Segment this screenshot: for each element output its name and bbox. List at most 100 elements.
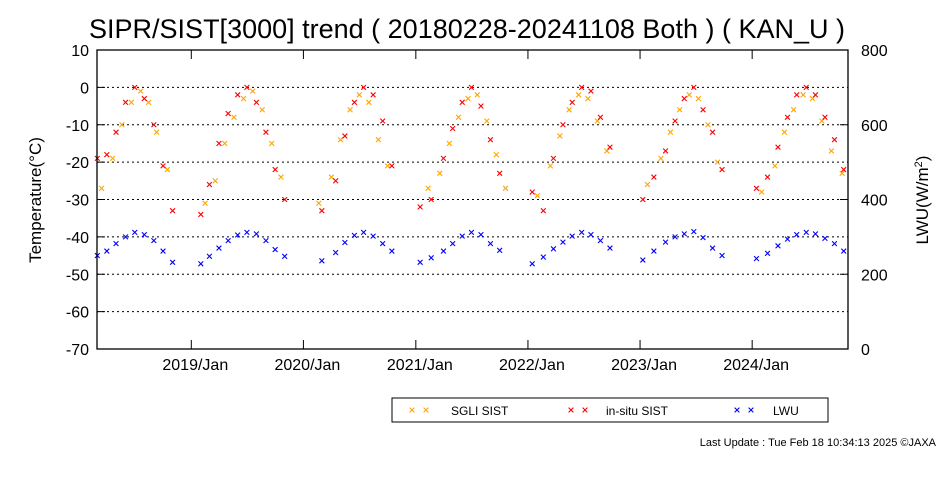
point-sgli-sist <box>658 155 664 162</box>
point-sgli-sist <box>425 185 431 192</box>
point-lwu <box>169 259 176 266</box>
legend-marker <box>409 407 415 413</box>
x-tick-label: 2022/Jan <box>499 357 565 374</box>
point-lwu <box>360 229 367 236</box>
point-sgli-sist <box>202 200 208 207</box>
legend-marker-insitu <box>568 407 588 413</box>
point-sgli-sist <box>493 151 500 158</box>
point-lwu <box>370 233 376 239</box>
point-insitu-sist <box>487 136 494 143</box>
point-lwu <box>351 232 358 239</box>
point-lwu <box>529 260 536 267</box>
point-lwu <box>709 245 716 251</box>
point-insitu-sist <box>764 174 771 180</box>
point-sgli-sist <box>557 133 563 139</box>
point-sgli-sist <box>384 163 391 169</box>
legend-label-insitu: in-situ SIST <box>606 404 669 418</box>
legend-marker <box>423 407 429 413</box>
legend-marker <box>568 407 574 413</box>
point-insitu-sist <box>700 107 706 113</box>
point-sgli-sist <box>446 140 453 147</box>
point-insitu-sist <box>360 84 367 91</box>
point-insitu-sist <box>775 144 781 150</box>
point-insitu-sist <box>803 84 810 91</box>
x-tick-label: 2020/Jan <box>274 357 340 374</box>
point-insitu-sist <box>281 196 288 203</box>
point-sgli-sist <box>705 121 711 128</box>
left-tick-label: -20 <box>66 155 89 172</box>
right-axis-label-sup: 2 <box>913 161 925 167</box>
point-insitu-sist <box>662 148 669 154</box>
legend-entry-lwu: LWU <box>734 404 799 418</box>
point-lwu <box>332 249 339 256</box>
point-lwu <box>812 231 819 237</box>
point-insitu-sist <box>440 155 447 162</box>
point-sgli-sist <box>119 121 125 128</box>
point-lwu <box>272 246 278 253</box>
point-lwu <box>319 258 325 264</box>
point-sgli-sist <box>98 185 105 192</box>
point-lwu <box>113 240 119 247</box>
point-lwu <box>640 257 646 263</box>
right-axis-ticks: 800 600 400 200 0 <box>840 43 888 359</box>
point-insitu-sist <box>459 99 465 106</box>
point-insitu-sist <box>104 151 110 158</box>
point-lwu <box>793 231 800 238</box>
point-insitu-sist <box>370 92 376 98</box>
legend-marker <box>582 407 588 413</box>
point-lwu <box>131 229 138 236</box>
point-sgli-sist <box>828 148 835 154</box>
point-insitu-sist <box>681 95 688 102</box>
left-axis-label: Temperature(°C) <box>26 137 45 263</box>
point-lwu <box>578 229 585 236</box>
point-lwu <box>459 233 465 239</box>
point-insitu-sist <box>672 118 678 124</box>
right-tick-label: 600 <box>861 118 888 135</box>
left-tick-label: -10 <box>66 118 89 135</box>
point-lwu <box>478 231 484 238</box>
point-sgli-sist <box>676 107 683 113</box>
point-sgli-sist <box>772 163 778 169</box>
left-tick-label: -70 <box>66 342 89 359</box>
right-tick-label: 200 <box>861 267 888 284</box>
legend: SGLI SIST in-situ SIST LWU <box>391 397 829 423</box>
point-sgli-sist <box>328 174 335 180</box>
x-tick-label: 2023/Jan <box>611 357 677 374</box>
point-lwu <box>775 243 781 249</box>
data-series <box>94 84 847 267</box>
point-insitu-sist <box>812 92 819 98</box>
point-sgli-sist <box>366 99 372 106</box>
point-insitu-sist <box>198 211 204 218</box>
point-insitu-sist <box>342 133 348 139</box>
left-tick-label: -30 <box>66 193 89 210</box>
point-sgli-sist <box>375 136 382 143</box>
point-sgli-sist <box>502 185 509 192</box>
point-insitu-sist <box>113 129 119 136</box>
point-sgli-sist <box>109 155 116 162</box>
point-sgli-sist <box>315 200 322 207</box>
left-tick-label: 0 <box>80 80 89 97</box>
point-sgli-sist <box>465 95 471 102</box>
point-lwu <box>449 240 456 247</box>
point-insitu-sist <box>332 178 339 184</box>
series-lwu <box>94 228 847 267</box>
point-insitu-sist <box>131 84 138 91</box>
point-insitu-sist <box>244 84 250 91</box>
left-tick-label: -50 <box>66 267 89 284</box>
point-sgli-sist <box>212 178 219 184</box>
legend-label-sgli: SGLI SIST <box>451 404 509 418</box>
point-insitu-sist <box>831 136 838 143</box>
point-insitu-sist <box>478 103 484 109</box>
point-lwu <box>389 248 395 254</box>
point-lwu <box>691 228 697 235</box>
point-insitu-sist <box>206 181 213 188</box>
point-sgli-sist <box>534 192 541 199</box>
left-tick-label: -40 <box>66 230 89 247</box>
point-lwu <box>719 252 725 259</box>
point-sgli-sist <box>231 114 237 121</box>
point-lwu <box>342 239 348 246</box>
point-insitu-sist <box>607 144 613 150</box>
point-sgli-sist <box>259 107 266 113</box>
point-sgli-sist <box>714 159 721 165</box>
point-insitu-sist <box>151 121 157 128</box>
